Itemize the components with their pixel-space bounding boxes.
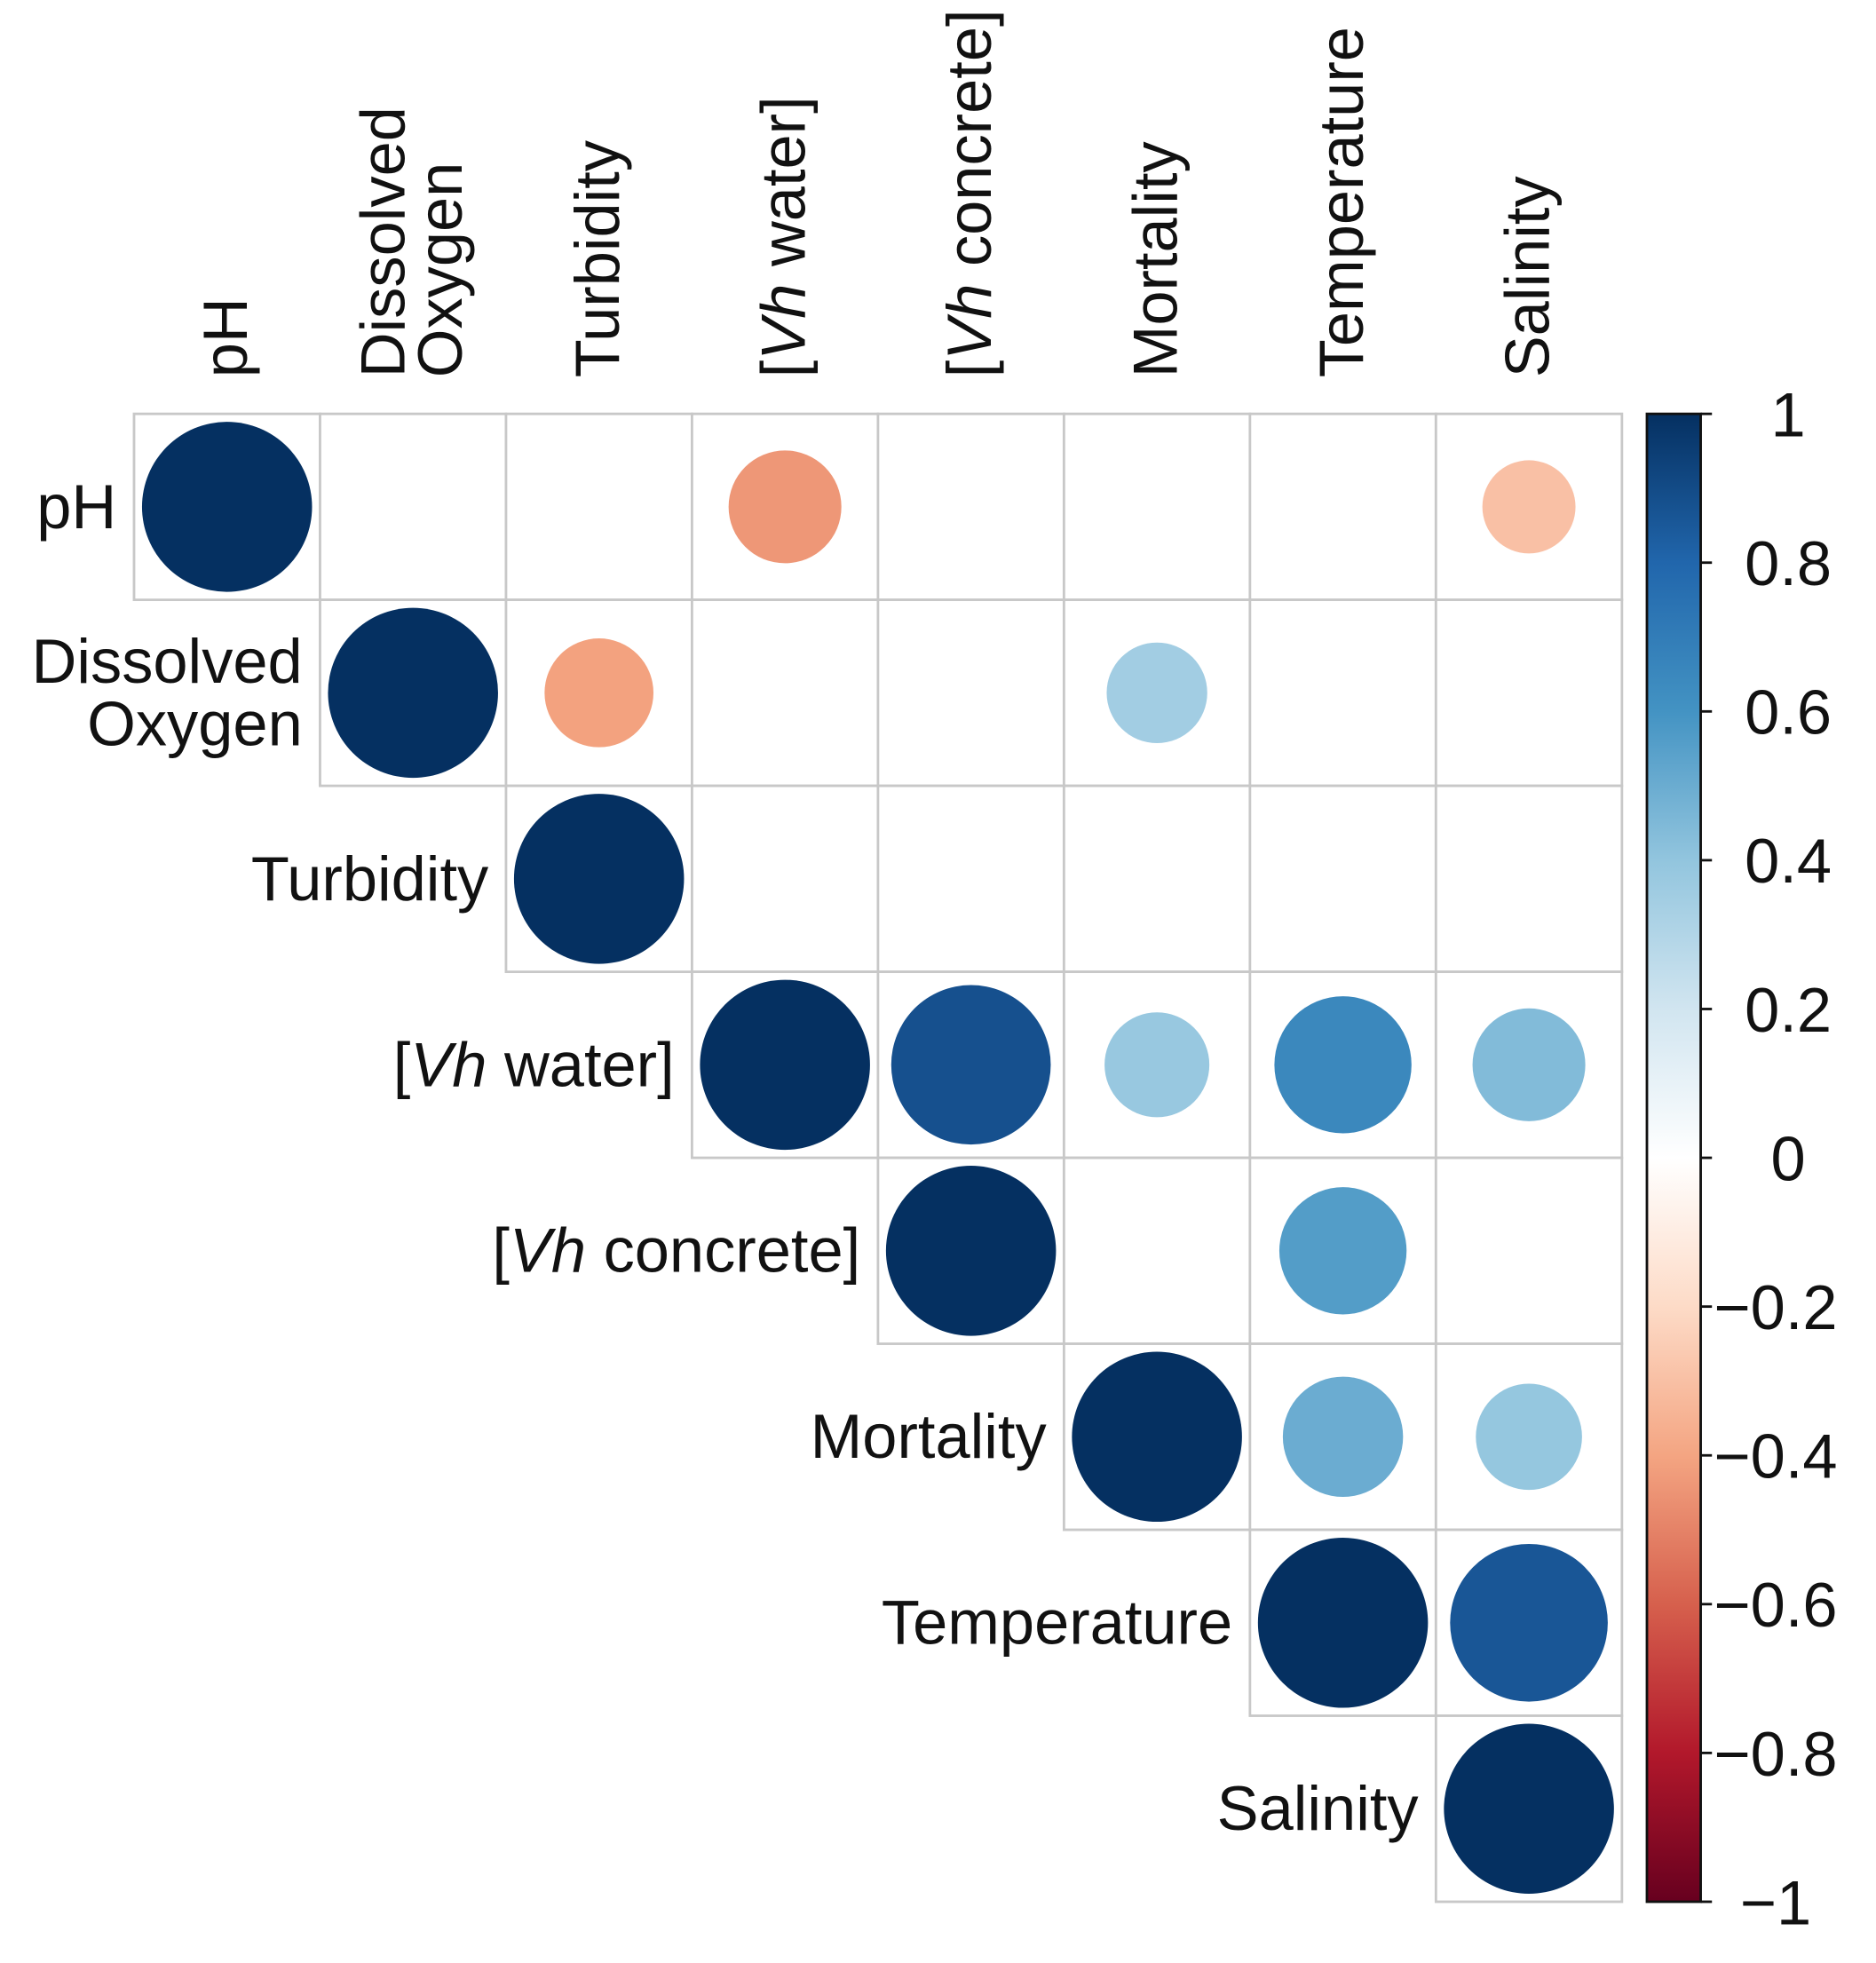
colorbar-tick-label: −0.4 — [1714, 1421, 1838, 1492]
correlation-circle-2-2 — [513, 794, 685, 964]
correlation-circle-3-7 — [1472, 1008, 1586, 1121]
correlation-circle-3-4 — [891, 985, 1051, 1145]
grid-cell — [1062, 784, 1252, 973]
grid-cell — [1434, 598, 1624, 788]
colorbar: 1 0.8 0.6 0.4 0.2 0 −0.2 −0.4 −0.6 −0.8 −1 — [1645, 379, 1838, 1937]
correlation-circle-1-1 — [328, 607, 498, 779]
grid-cell — [1434, 1156, 1624, 1345]
correlation-circle-6-6 — [1257, 1538, 1429, 1708]
column-label: Dissolved — [347, 107, 417, 377]
grid-cell — [1248, 412, 1437, 602]
column-label: Oxygen — [405, 162, 475, 378]
column-label: Salinity — [1492, 176, 1563, 378]
grid-cell — [1248, 598, 1437, 788]
grid-cell — [1434, 412, 1624, 602]
row-label: Turbidity — [251, 843, 489, 914]
correlation-circle-5-5 — [1072, 1351, 1242, 1523]
column-label: [Vh water] — [748, 96, 819, 377]
row-label: Dissolved — [32, 626, 303, 696]
grid-cell — [1434, 784, 1624, 973]
grid-cell — [691, 598, 880, 788]
row-label: [Vh water] — [393, 1029, 675, 1099]
column-label: [Vh concrete] — [934, 9, 1004, 377]
grid-cell — [1062, 1156, 1252, 1345]
colorbar-tick-label: 0 — [1771, 1123, 1806, 1193]
correlation-circle-1-5 — [1106, 642, 1207, 744]
colorbar-tick-label: 1 — [1771, 379, 1806, 449]
correlation-circle-3-6 — [1274, 996, 1412, 1134]
correlation-circle-6-7 — [1450, 1543, 1608, 1702]
correlation-circle-4-6 — [1278, 1187, 1407, 1315]
colorbar-tick-label: 0.6 — [1745, 677, 1832, 748]
colorbar-tick-label: −1 — [1740, 1867, 1811, 1937]
colorbar-tick-label: −0.2 — [1714, 1272, 1838, 1342]
grid-cell — [1062, 412, 1252, 602]
column-label: Mortality — [1120, 140, 1191, 377]
correlation-circle-1-2 — [544, 638, 653, 748]
grid-cell — [319, 412, 508, 602]
correlation-circle-7-7 — [1444, 1723, 1614, 1895]
grid-cell — [691, 784, 880, 973]
row-label: Oxygen — [87, 689, 303, 759]
correlation-circle-3-5 — [1104, 1012, 1210, 1118]
correlation-circles — [141, 422, 1614, 1895]
correlation-circle-5-6 — [1282, 1376, 1404, 1498]
colorbar-tick-label: 0.4 — [1745, 826, 1832, 896]
row-label: [Vh concrete] — [492, 1215, 860, 1286]
correlation-circle-0-7 — [1482, 460, 1576, 554]
column-label: Temperature — [1306, 27, 1376, 377]
grid-cell — [876, 598, 1065, 788]
colorbar-tick-label: −0.6 — [1714, 1570, 1838, 1640]
row-label: Temperature — [882, 1587, 1232, 1658]
grid-cell — [1248, 784, 1437, 973]
grid-cell — [876, 784, 1065, 973]
grid-cell — [876, 412, 1065, 602]
colorbar-tick-label: −0.8 — [1714, 1719, 1838, 1789]
correlation-circle-0-3 — [728, 450, 842, 564]
grid-cell — [504, 412, 693, 602]
column-label: pH — [190, 297, 260, 377]
correlation-circle-3-3 — [700, 979, 870, 1151]
correlation-circle-5-7 — [1476, 1383, 1582, 1491]
row-label: pH — [36, 471, 116, 542]
row-label: Mortality — [811, 1401, 1048, 1471]
correlation-circle-4-4 — [885, 1166, 1057, 1336]
colorbar-gradient — [1645, 412, 1702, 1904]
row-label: Salinity — [1217, 1773, 1420, 1843]
colorbar-tick-label: 0.8 — [1745, 528, 1832, 598]
correlation-circle-0-0 — [141, 422, 313, 592]
colorbar-tick-label: 0.2 — [1745, 975, 1832, 1045]
column-label: Turbidity — [562, 139, 632, 377]
